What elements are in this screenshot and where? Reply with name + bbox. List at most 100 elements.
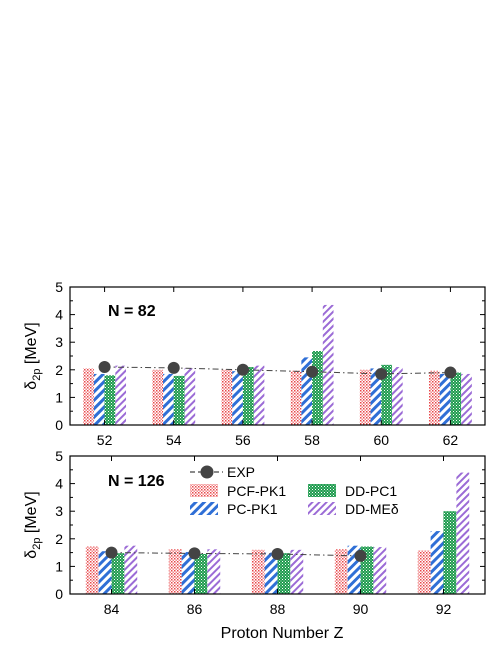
bar-dd-me-delta: [461, 373, 472, 425]
y-tick-label: 4: [55, 307, 63, 323]
bar-dd-pc1: [194, 553, 208, 594]
bar-dd-me-delta: [124, 545, 138, 594]
bar-dd-me-delta: [373, 547, 387, 594]
bar-pc-pk1: [439, 373, 451, 425]
y-tick-label: 1: [55, 558, 63, 574]
y-tick-label: 0: [55, 586, 63, 602]
bar-dd-me-delta: [253, 365, 265, 425]
x-tick-label: 88: [270, 601, 286, 617]
bar-pcf-pk1: [251, 549, 265, 594]
bar-pcf-pk1: [334, 549, 348, 594]
y-tick-label: 2: [55, 531, 63, 547]
exp-point: [236, 363, 249, 376]
y-axis-label: δ2p [MeV]: [23, 322, 43, 389]
bar-dd-pc1: [450, 372, 462, 425]
x-tick-label: 90: [353, 601, 369, 617]
bar-pc-pk1: [430, 531, 444, 594]
y-tick-label: 1: [55, 389, 63, 405]
exp-point: [306, 365, 319, 378]
exp-point: [444, 366, 457, 379]
x-tick-label: 86: [187, 601, 203, 617]
bar-pc-pk1: [264, 552, 278, 594]
y-tick-label: 3: [55, 503, 63, 519]
y-axis-label-unit: [MeV]: [23, 491, 40, 537]
y-axis-label: δ2p [MeV]: [23, 491, 43, 558]
bar-dd-me-delta: [207, 549, 221, 594]
y-axis-label-symbol: δ: [23, 381, 40, 390]
bar-pc-pk1: [163, 373, 174, 425]
x-axis-label: Proton Number Z: [221, 625, 344, 642]
x-tick-label: 56: [235, 432, 251, 448]
bar-dd-me-delta: [184, 368, 196, 425]
bar-dd-me-delta: [290, 549, 304, 594]
bar-pc-pk1: [98, 551, 112, 594]
x-tick-label: 92: [436, 601, 452, 617]
x-tick-label: 62: [443, 432, 459, 448]
legend-exp-marker: [200, 465, 214, 479]
bar-dd-pc1: [104, 375, 116, 425]
panel-label: N = 82: [108, 303, 156, 320]
legend-label-pc-pk1: PC-PK1: [227, 501, 278, 517]
bar-pcf-pk1: [83, 368, 94, 425]
y-tick-label: 0: [55, 417, 63, 433]
x-tick-label: 58: [304, 432, 320, 448]
legend: EXP PCF-PK1 DD-PC1 PC-PK1 DD-MEδ: [190, 464, 399, 517]
legend-label-exp: EXP: [227, 464, 255, 480]
y-tick-label: 5: [55, 448, 63, 464]
exp-point: [98, 361, 111, 374]
bar-dd-pc1: [277, 553, 291, 594]
y-axis-label-subscript: 2p: [31, 369, 43, 381]
bar-dd-pc1: [443, 511, 457, 594]
exp-point: [375, 367, 388, 380]
bar-pcf-pk1: [221, 369, 233, 425]
exp-point: [105, 546, 118, 559]
x-tick-label: 60: [373, 432, 389, 448]
legend-label-dd-me-delta: DD-MEδ: [345, 501, 399, 517]
bar-pcf-pk1: [359, 369, 371, 425]
legend-swatch-pcf-pk1: [190, 484, 218, 497]
bar-dd-me-delta: [115, 365, 127, 425]
bar-dd-pc1: [242, 367, 254, 425]
bar-dd-pc1: [312, 351, 323, 425]
legend-swatch-dd-pc1: [308, 484, 336, 497]
legend-swatch-dd-me-delta: [308, 502, 336, 515]
panel-n82: N = 82 0 1 2 3 4 5 52 54 56 58 60 62 δ2p [MeV]: [23, 279, 486, 448]
bar-pcf-pk1: [417, 550, 431, 594]
exp-point: [271, 547, 284, 560]
y-tick-label: 3: [55, 334, 63, 350]
bar-pc-pk1: [93, 373, 105, 425]
y-axis-label-symbol: δ: [23, 550, 40, 559]
x-tick-label: 52: [97, 432, 113, 448]
bar-dd-pc1: [173, 375, 185, 425]
exp-line: [104, 366, 451, 375]
y-tick-label: 5: [55, 279, 63, 295]
bar-pc-pk1: [301, 357, 313, 425]
bar-dd-pc1: [111, 553, 125, 594]
bar-pc-pk1: [232, 371, 243, 425]
bar-dd-me-delta: [456, 472, 470, 594]
panel-label: N = 126: [108, 473, 165, 490]
exp-point: [167, 361, 180, 374]
x-tick-label: 84: [104, 601, 120, 617]
y-axis-label-unit: [MeV]: [23, 322, 40, 368]
y-tick-label: 2: [55, 362, 63, 378]
exp-point: [188, 547, 201, 560]
legend-label-pcf-pk1: PCF-PK1: [227, 483, 286, 499]
exp-line: [111, 552, 361, 557]
bar-dd-pc1: [381, 364, 392, 425]
bar-pcf-pk1: [290, 370, 302, 425]
bar-pcf-pk1: [85, 546, 99, 594]
y-axis-label-subscript: 2p: [31, 538, 43, 550]
bar-dd-me-delta: [391, 367, 403, 425]
y-tick-label: 4: [55, 476, 63, 492]
bar-pc-pk1: [181, 552, 195, 594]
bar-pcf-pk1: [428, 370, 440, 425]
bar-pc-pk1: [370, 368, 382, 425]
x-tick-label: 54: [166, 432, 182, 448]
legend-swatch-pc-pk1: [190, 502, 218, 515]
bar-dd-me-delta: [322, 304, 334, 425]
bar-pcf-pk1: [152, 369, 164, 425]
legend-label-dd-pc1: DD-PC1: [345, 483, 397, 499]
panel-n126: N = 126 Proton Number Z 0 1 2 3 4 5 84 86 88 90 92…: [23, 448, 486, 642]
